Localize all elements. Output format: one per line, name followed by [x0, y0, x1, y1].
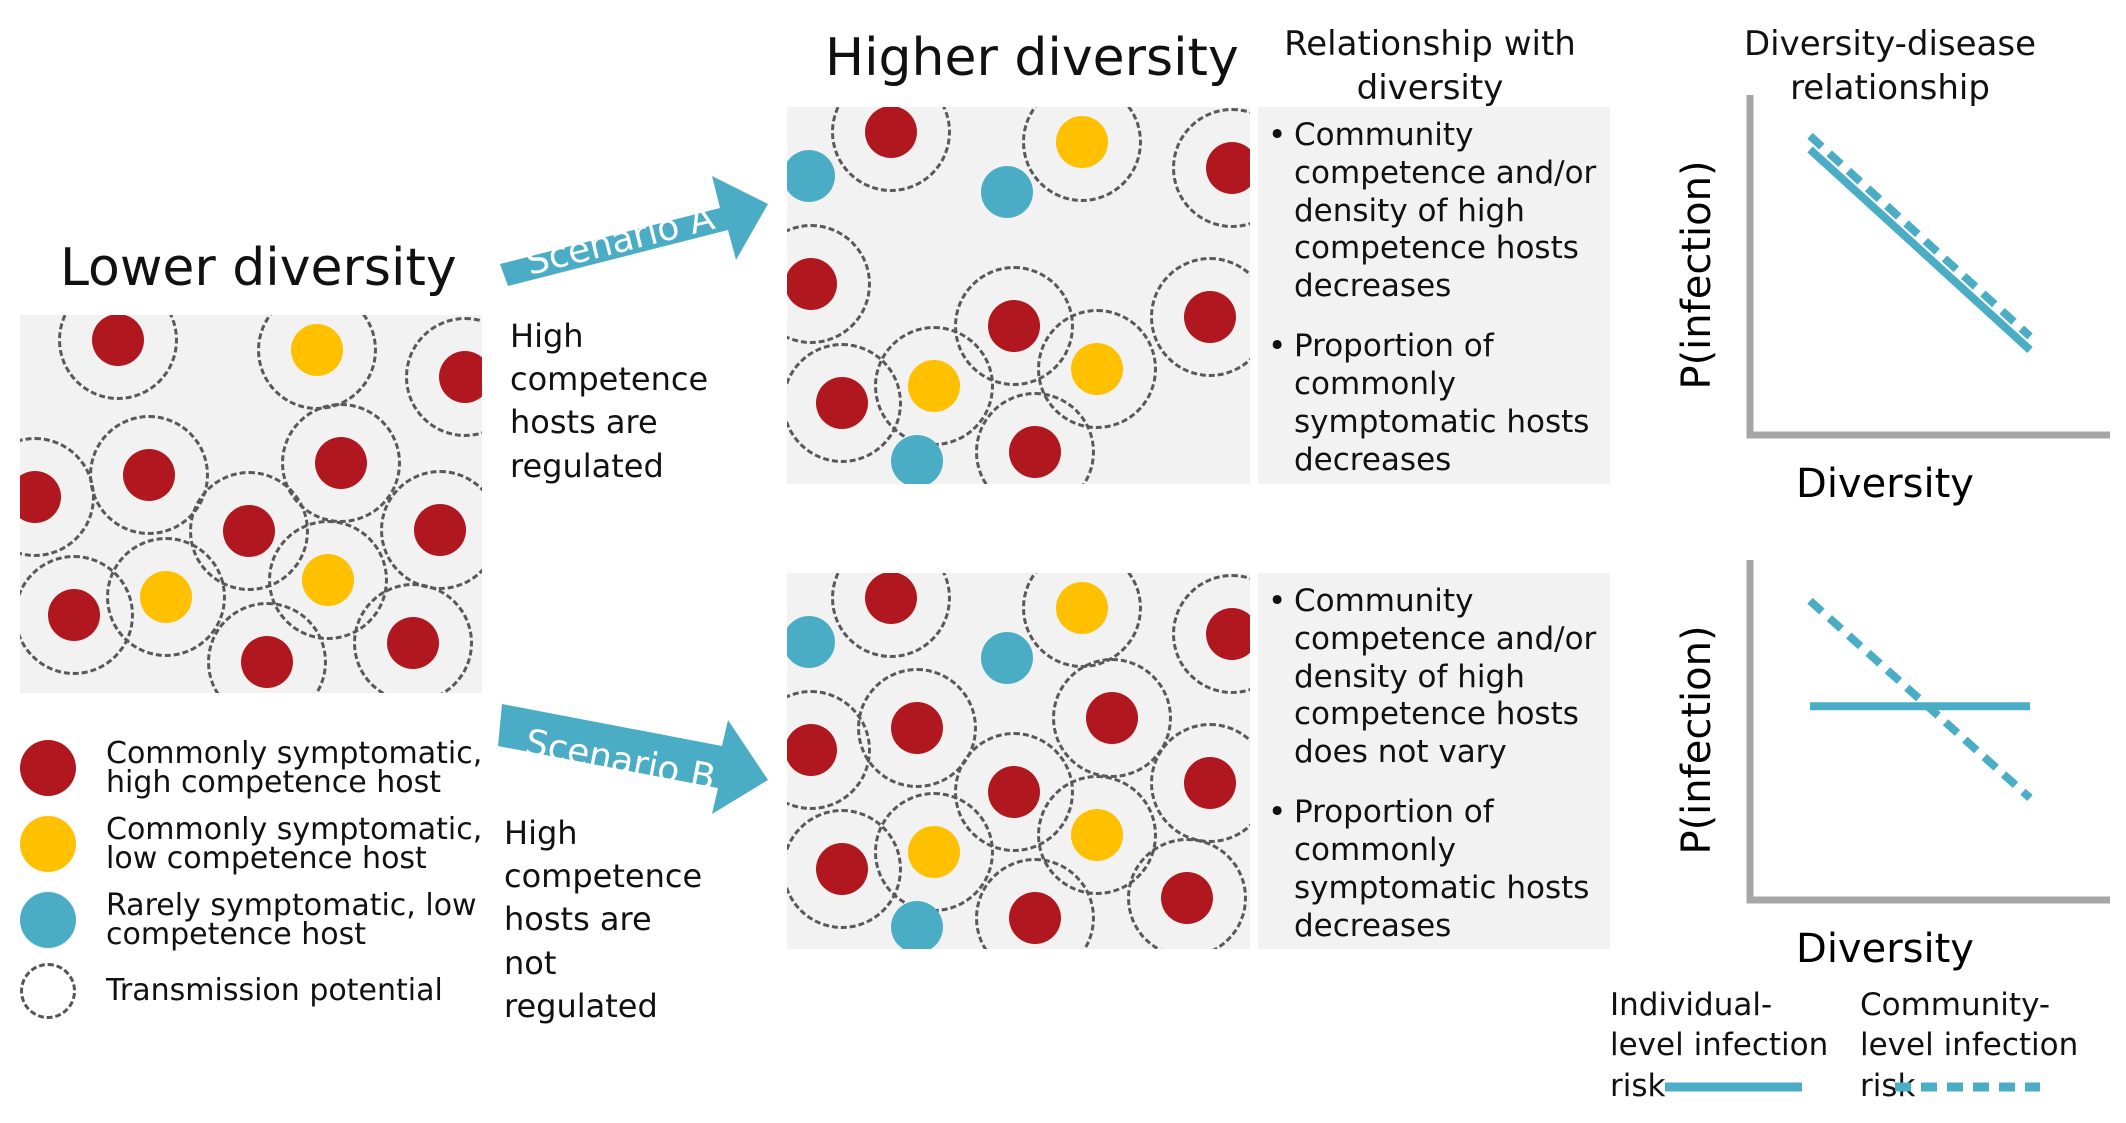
blue-host: [787, 616, 835, 668]
scenario-a-relationship-box: • Community competence and/or density of …: [1258, 107, 1610, 484]
legend-item: Commonly symptomatic, low competence hos…: [20, 806, 490, 882]
yellow-host: [1056, 116, 1108, 168]
red-host: [1086, 692, 1138, 744]
red-host: [1009, 892, 1061, 944]
scenario-a-caption: High competence hosts are regulated: [510, 317, 709, 485]
yellow-host-icon: [20, 816, 76, 872]
red-host: [1184, 757, 1236, 809]
transmission-ring: [975, 392, 1095, 484]
x-axis-label: Diversity: [1796, 926, 1974, 972]
transmission-ring: [268, 520, 388, 640]
blue-host: [981, 166, 1033, 218]
red-host: [787, 258, 837, 310]
red-host: [92, 315, 144, 366]
red-host-icon: [20, 740, 76, 796]
red-host: [439, 351, 482, 403]
transmission-ring: [106, 537, 226, 657]
scenario-b-caption: High competence hosts are not regulated: [504, 814, 703, 1025]
blue-host: [787, 150, 835, 202]
yellow-host: [908, 826, 960, 878]
axes: [1746, 95, 2110, 439]
yellow-host: [1056, 582, 1108, 634]
red-host: [891, 702, 943, 754]
red-host: [816, 377, 868, 429]
transmission-ring: [1037, 775, 1157, 895]
y-axis-label: P(infection): [1674, 625, 1720, 854]
diversity-disease-header: Diversity-disease relationship: [1743, 24, 2037, 109]
scenario-a-bullet-1: • Community competence and/or density of …: [1268, 117, 1597, 305]
red-host: [865, 573, 917, 624]
red-host: [865, 107, 917, 158]
scenario-b-bullet-1: • Community competence and/or density of …: [1268, 583, 1597, 771]
blue-host: [981, 632, 1033, 684]
legend-item: Rarely symptomatic, low competence host: [20, 882, 490, 958]
red-host: [816, 843, 868, 895]
yellow-host: [908, 360, 960, 412]
red-host: [1161, 872, 1213, 924]
red-host: [1206, 608, 1250, 660]
red-host: [20, 471, 61, 523]
red-host: [241, 636, 293, 688]
red-host: [988, 766, 1040, 818]
transmission-ring: [1037, 309, 1157, 429]
scenario-b-relationship-box: • Community competence and/or density of …: [1258, 573, 1610, 949]
red-host: [414, 504, 466, 556]
axes: [1746, 560, 2110, 904]
community-level-risk-line: [1807, 132, 2033, 340]
blue-host: [891, 901, 943, 949]
scenario-b-arrow: Scenario B: [498, 704, 768, 814]
red-host: [1206, 142, 1250, 194]
x-axis-label: Diversity: [1796, 461, 1974, 507]
blue-host-icon: [20, 892, 76, 948]
scenario-b-bullet-2: • Proportion of commonly symptomatic host…: [1268, 794, 1590, 944]
transmission-ring: [1022, 107, 1142, 202]
scenario-a-arrow: Scenario A: [500, 176, 768, 286]
lower-diversity-panel: [20, 315, 482, 693]
blue-host: [891, 435, 943, 484]
red-host: [223, 505, 275, 557]
scenario-b-chart: P(infection) Diversity: [1674, 560, 2110, 972]
legend-item: Commonly symptomatic, high competence ho…: [20, 730, 490, 806]
individual-level-legend-label: Individual-level infection risk: [1610, 987, 1829, 1104]
y-axis-label: P(infection): [1674, 160, 1720, 389]
higher-diversity-title: Higher diversity: [825, 28, 1239, 88]
red-host: [123, 449, 175, 501]
line-style-legend: [1665, 1082, 2040, 1092]
transmission-ring: [857, 668, 977, 788]
red-host: [988, 300, 1040, 352]
transmission-ring: [353, 583, 473, 693]
scenario-a-label: Scenario A: [522, 197, 719, 283]
transmission-ring: [1127, 838, 1247, 949]
red-host: [787, 724, 837, 776]
community-level-risk-line: [1807, 597, 2033, 801]
legend-item: Transmission potential: [20, 958, 490, 1024]
yellow-host: [302, 554, 354, 606]
red-host: [1184, 291, 1236, 343]
lower-diversity-title: Lower diversity: [60, 238, 457, 298]
relationship-header: Relationship with diversity: [1284, 24, 1576, 109]
red-host: [387, 617, 439, 669]
yellow-host: [291, 324, 343, 376]
scenario-a-chart: P(infection) Diversity: [1674, 95, 2110, 507]
yellow-host: [1071, 809, 1123, 861]
transmission-ring: [89, 415, 209, 535]
yellow-host: [140, 571, 192, 623]
red-host: [48, 589, 100, 641]
scenario-a-higher-diversity-panel: [787, 107, 1250, 484]
red-host: [315, 437, 367, 489]
transmission-ring: [1150, 257, 1250, 377]
dashed-ring-icon: [20, 963, 76, 1019]
individual-level-risk-line: [1807, 146, 2033, 353]
scenario-a-bullet-2: • Proportion of commonly symptomatic host…: [1268, 328, 1590, 478]
host-legend: Commonly symptomatic, high competence ho…: [20, 730, 490, 1024]
community-level-legend-label: Community-level infection risk: [1860, 987, 2079, 1104]
scenario-b-higher-diversity-panel: [787, 573, 1250, 949]
yellow-host: [1071, 343, 1123, 395]
red-host: [1009, 426, 1061, 478]
